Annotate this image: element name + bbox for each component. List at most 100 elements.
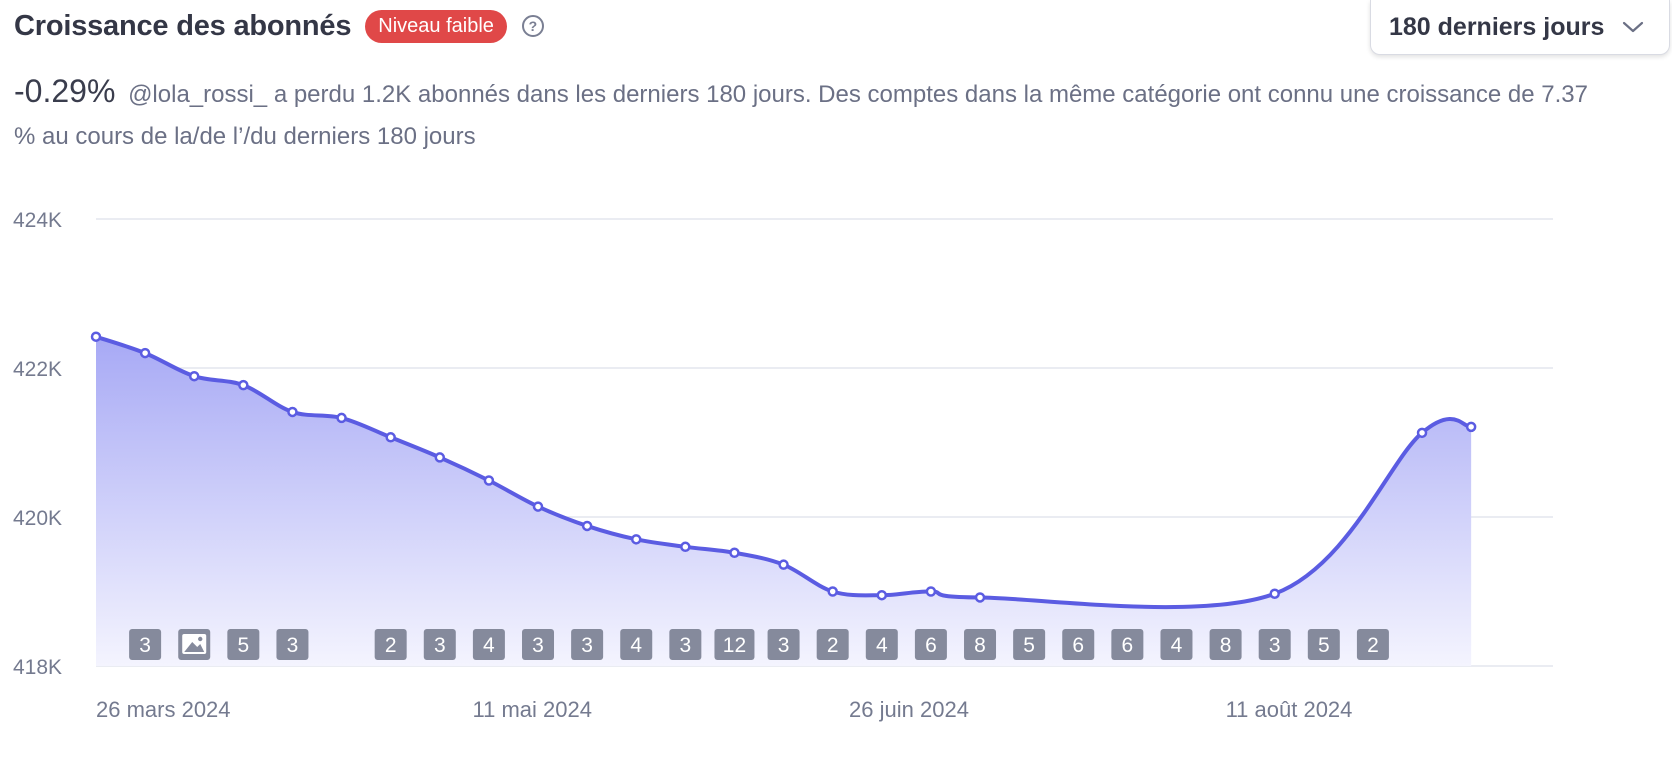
post-count-badge[interactable]: 3: [423, 629, 456, 660]
data-point[interactable]: [483, 475, 495, 486]
data-point[interactable]: [336, 412, 347, 424]
period-dropdown-value: 180 derniers jours: [1389, 12, 1605, 41]
level-badge: Niveau faible: [365, 9, 507, 43]
data-point[interactable]: [827, 586, 838, 597]
post-count-badge[interactable]: 2: [1356, 629, 1389, 660]
post-count-label: 3: [532, 634, 544, 657]
y-tick-label: 420K: [13, 507, 62, 530]
post-count-badge[interactable]: 3: [276, 629, 309, 660]
post-count-box: [1111, 629, 1144, 660]
post-count-box: [522, 629, 555, 660]
post-count-badge[interactable]: 4: [620, 629, 653, 660]
data-point[interactable]: [238, 379, 249, 391]
post-count-label: 6: [1122, 634, 1134, 657]
y-tick-label: 422K: [13, 358, 62, 381]
growth-summary: -0.29% @lola_rossi_ a perdu 1.2K abonnés…: [14, 70, 1614, 158]
data-point[interactable]: [139, 347, 151, 359]
post-count-badge[interactable]: 4: [865, 629, 898, 660]
post-count-label: 8: [1220, 634, 1232, 657]
image-mountain: [184, 642, 205, 652]
post-count-badge[interactable]: 8: [964, 629, 997, 660]
data-point[interactable]: [532, 501, 544, 512]
post-count-box: [964, 629, 997, 660]
chart-title: Croissance des abonnés: [14, 9, 352, 42]
post-count-badge[interactable]: 12: [714, 629, 755, 660]
data-point[interactable]: [680, 541, 691, 553]
post-count-label: 4: [630, 634, 642, 657]
chart-header: Croissance des abonnés Niveau faible ?: [14, 4, 544, 48]
post-count-badge[interactable]: 5: [1307, 629, 1340, 660]
post-count-badge[interactable]: 3: [129, 629, 162, 660]
data-point[interactable]: [630, 534, 642, 545]
chevron-down-icon: [1623, 21, 1644, 33]
post-count-badge[interactable]: 6: [1062, 629, 1095, 660]
post-count-label: 4: [483, 634, 495, 657]
post-count-label: 6: [1072, 634, 1084, 657]
post-count-layer: 3 5 3 2 3 4 3 3 4 3 12 3 2 4 6 8 5 6 6 4 8 3 5 2: [129, 629, 1389, 660]
post-count-badge[interactable]: 3: [669, 629, 702, 660]
post-count-box: [571, 629, 604, 660]
image-icon: [182, 634, 207, 654]
post-count-box: [129, 629, 162, 660]
post-count-box: [914, 629, 947, 660]
post-count-badge[interactable]: 3: [522, 629, 555, 660]
post-count-box: [1160, 629, 1193, 660]
data-point[interactable]: [1269, 588, 1280, 599]
data-point[interactable]: [581, 520, 593, 532]
data-point[interactable]: [287, 406, 298, 418]
post-count-label: 8: [974, 634, 986, 657]
post-count-label: 5: [1318, 634, 1330, 657]
data-point[interactable]: [1416, 427, 1428, 439]
post-count-badge[interactable]: 6: [914, 629, 947, 660]
post-count-label: 4: [876, 634, 888, 657]
post-count-label: 3: [778, 634, 790, 657]
post-count-badge[interactable]: 3: [767, 629, 800, 660]
post-count-badge[interactable]: 2: [816, 629, 849, 660]
post-count-badge[interactable]: 5: [1013, 629, 1046, 660]
data-point[interactable]: [385, 432, 396, 443]
post-count-label: 2: [1367, 634, 1379, 657]
post-count-box: [1062, 629, 1095, 660]
data-point[interactable]: [925, 586, 937, 597]
x-tick-label: 11 mai 2024: [473, 697, 592, 722]
data-point[interactable]: [729, 547, 740, 559]
data-point[interactable]: [434, 452, 446, 463]
post-count-label: 3: [1269, 634, 1281, 657]
post-count-label: 5: [237, 634, 249, 657]
data-point[interactable]: [1465, 421, 1477, 433]
post-count-box: [472, 629, 505, 660]
post-count-box: [620, 629, 653, 660]
post-count-badge[interactable]: 3: [1258, 629, 1291, 660]
post-count-label: 3: [581, 634, 593, 657]
post-count-badge[interactable]: 3: [571, 629, 604, 660]
post-count-box: [669, 629, 702, 660]
post-count-box: [1356, 629, 1389, 660]
post-count-badge[interactable]: 2: [374, 629, 407, 660]
x-tick-label: 26 mars 2024: [96, 697, 231, 722]
data-point[interactable]: [974, 592, 986, 603]
post-count-box: [767, 629, 800, 660]
question-circle-icon[interactable]: ?: [521, 15, 544, 37]
x-tick-label: 11 août 2024: [1226, 697, 1353, 722]
y-tick-label: 418K: [13, 656, 62, 679]
growth-description: @lola_rossi_ a perdu 1.2K abonnés dans l…: [14, 81, 1588, 150]
post-count-label: 2: [385, 634, 397, 657]
post-count-badge[interactable]: 4: [1160, 629, 1193, 660]
post-count-badge[interactable]: 4: [472, 629, 505, 660]
period-dropdown[interactable]: 180 derniers jours: [1370, 0, 1670, 55]
data-point[interactable]: [90, 331, 102, 342]
data-point[interactable]: [778, 559, 789, 570]
area-layer: [95, 334, 1472, 666]
series-area: [96, 336, 1472, 666]
data-point[interactable]: [876, 589, 888, 601]
post-count-badge[interactable]: 5: [227, 629, 260, 660]
growth-percent: -0.29%: [14, 73, 116, 109]
post-count-badge[interactable]: 6: [1111, 629, 1144, 660]
data-point[interactable]: [188, 370, 200, 382]
post-count-badge[interactable]: 8: [1209, 629, 1242, 660]
points-layer: [90, 331, 1477, 603]
help-glyph: ?: [528, 18, 538, 34]
post-count-label: 6: [925, 634, 937, 657]
post-count-label: 3: [434, 634, 446, 657]
